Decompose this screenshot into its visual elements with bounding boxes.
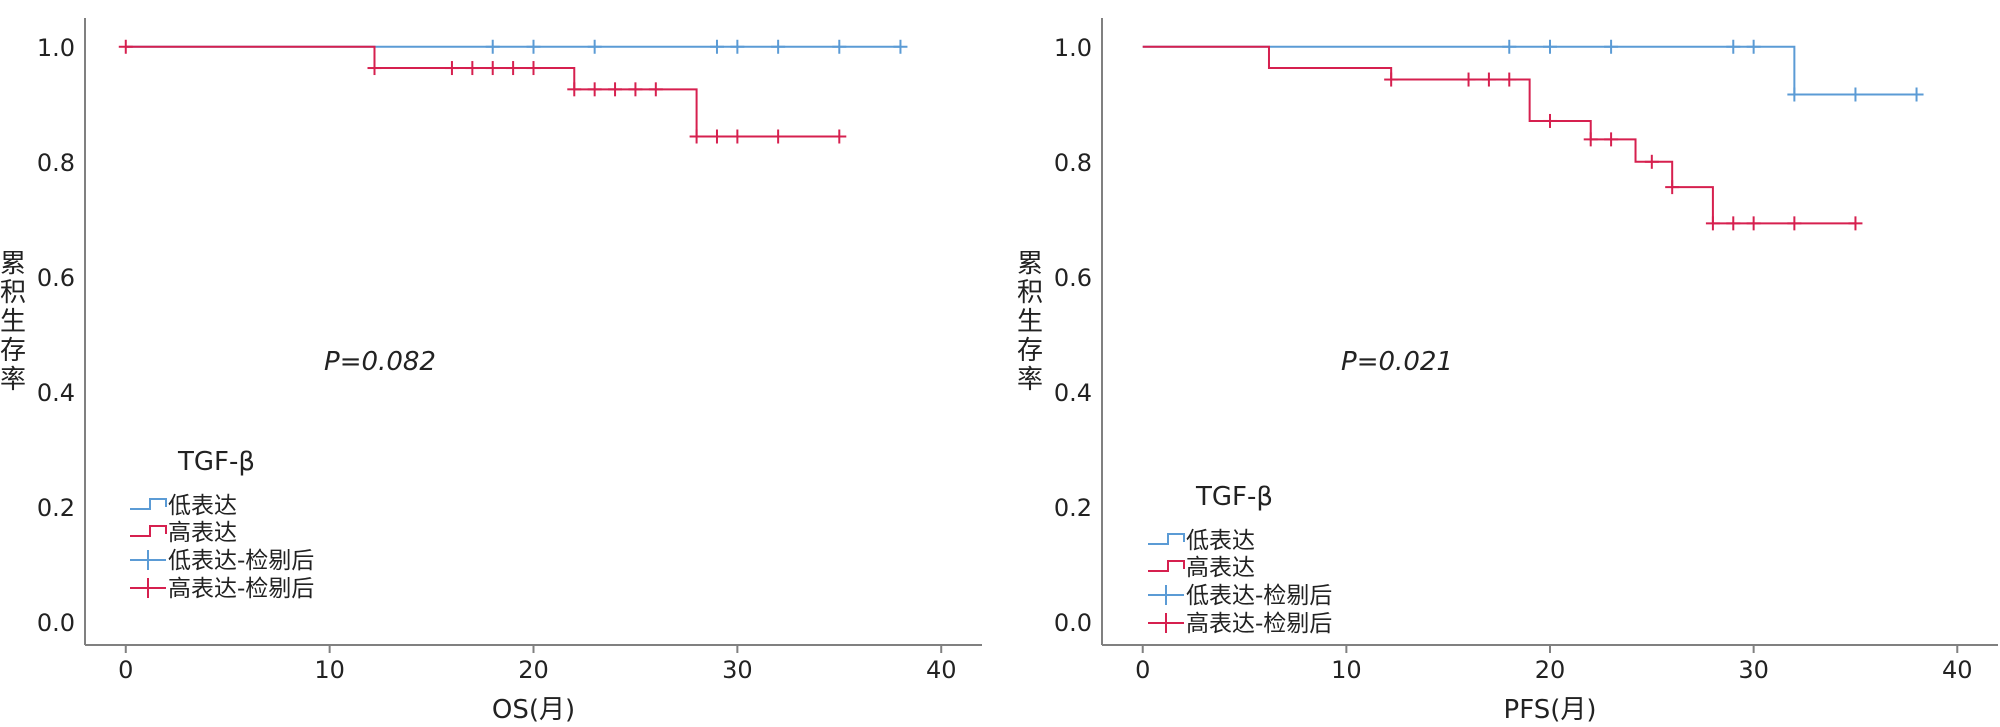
y-tick-label: 0.8 (37, 149, 75, 177)
y-axis-title-char: 存 (0, 336, 26, 366)
x-tick-label: 0 (1135, 656, 1150, 684)
y-tick-label: 0.2 (1054, 494, 1092, 522)
legend-step-swatch (1148, 533, 1185, 545)
legend-item: 低表达 (1148, 528, 1255, 554)
x-tick-label: 0 (118, 656, 133, 684)
legend-item: 高表达 (130, 520, 237, 546)
x-tick-label: 20 (1535, 656, 1566, 684)
x-axis-title: PFS(月) (1504, 695, 1597, 725)
y-axis-title: 累积生存率 (0, 249, 26, 395)
y-tick-label: 0.0 (1054, 609, 1092, 637)
legend-item: 高表达 (1148, 555, 1255, 581)
x-tick-label: 10 (314, 656, 345, 684)
legend-title: TGF-β (1195, 482, 1273, 512)
y-axis-title-char: 生 (1017, 307, 1043, 337)
p-value-label: P=0.021 (1341, 347, 1453, 377)
x-tick-label: 30 (1738, 656, 1769, 684)
survival-curve (1142, 45, 1856, 225)
x-axis-title: OS(月) (492, 695, 575, 725)
y-tick-label: 1.0 (1054, 34, 1092, 62)
x-tick-label: 30 (722, 656, 753, 684)
legend-item: 高表达-检剔后 (130, 576, 314, 602)
chart-panel-1: 0.0 0.2 0.4 0.6 0.8 1.0 0 10 20 30 40 OS(月) 累积生存率 P=0… (0, 18, 982, 725)
y-axis-title-char: 累 (0, 249, 26, 279)
y-tick-label: 1.0 (37, 34, 75, 62)
survival-curve (125, 45, 840, 138)
legend-label: 低表达 (1186, 528, 1255, 554)
legend-step-swatch (130, 525, 167, 537)
p-value-label: P=0.082 (324, 347, 436, 377)
y-axis-title: 累积生存率 (1017, 249, 1043, 395)
x-tick-label: 10 (1331, 656, 1362, 684)
y-axis-title-char: 积 (0, 278, 26, 308)
legend-item: 低表达-检剔后 (130, 548, 314, 574)
legend-label: 低表达-检剔后 (168, 548, 314, 574)
y-axis-title-char: 累 (1017, 249, 1043, 279)
legend-label: 高表达 (1186, 555, 1255, 581)
series-low (1142, 39, 1924, 102)
chart-panel-2: 0.0 0.2 0.4 0.6 0.8 1.0 0 10 20 30 40 PFS(月) 累积生存率 P=… (1017, 18, 1998, 725)
y-axis-title-char: 存 (1017, 336, 1043, 366)
legend-label: 低表达-检剔后 (1186, 583, 1332, 609)
y-axis-title-char: 率 (1017, 365, 1043, 395)
legend-item: 低表达-检剔后 (1148, 583, 1332, 609)
y-axis-title-char: 生 (0, 307, 26, 337)
legend-step-swatch (130, 498, 167, 510)
x-tick-label: 20 (518, 656, 549, 684)
legend-title: TGF-β (177, 447, 255, 477)
legend-item: 低表达 (130, 493, 237, 519)
legend-item: 高表达-检剔后 (1148, 611, 1332, 637)
legend-label: 高表达-检剔后 (168, 576, 314, 602)
legend-label: 低表达 (168, 493, 237, 519)
y-tick-label: 0.6 (37, 264, 75, 292)
y-tick-label: 0.4 (1054, 379, 1092, 407)
y-tick-label: 0.4 (37, 379, 75, 407)
y-tick-label: 0.0 (37, 609, 75, 637)
legend-step-swatch (1148, 560, 1185, 572)
y-axis-title-char: 率 (0, 365, 26, 395)
legend-label: 高表达-检剔后 (1186, 611, 1332, 637)
x-tick-label: 40 (926, 656, 957, 684)
y-tick-label: 0.8 (1054, 149, 1092, 177)
series-high (1142, 45, 1863, 231)
series-high (118, 39, 847, 144)
x-tick-label: 40 (1942, 656, 1973, 684)
y-tick-label: 0.6 (1054, 264, 1092, 292)
legend-label: 高表达 (168, 520, 237, 546)
y-tick-label: 0.2 (37, 494, 75, 522)
y-axis-title-char: 积 (1017, 278, 1043, 308)
